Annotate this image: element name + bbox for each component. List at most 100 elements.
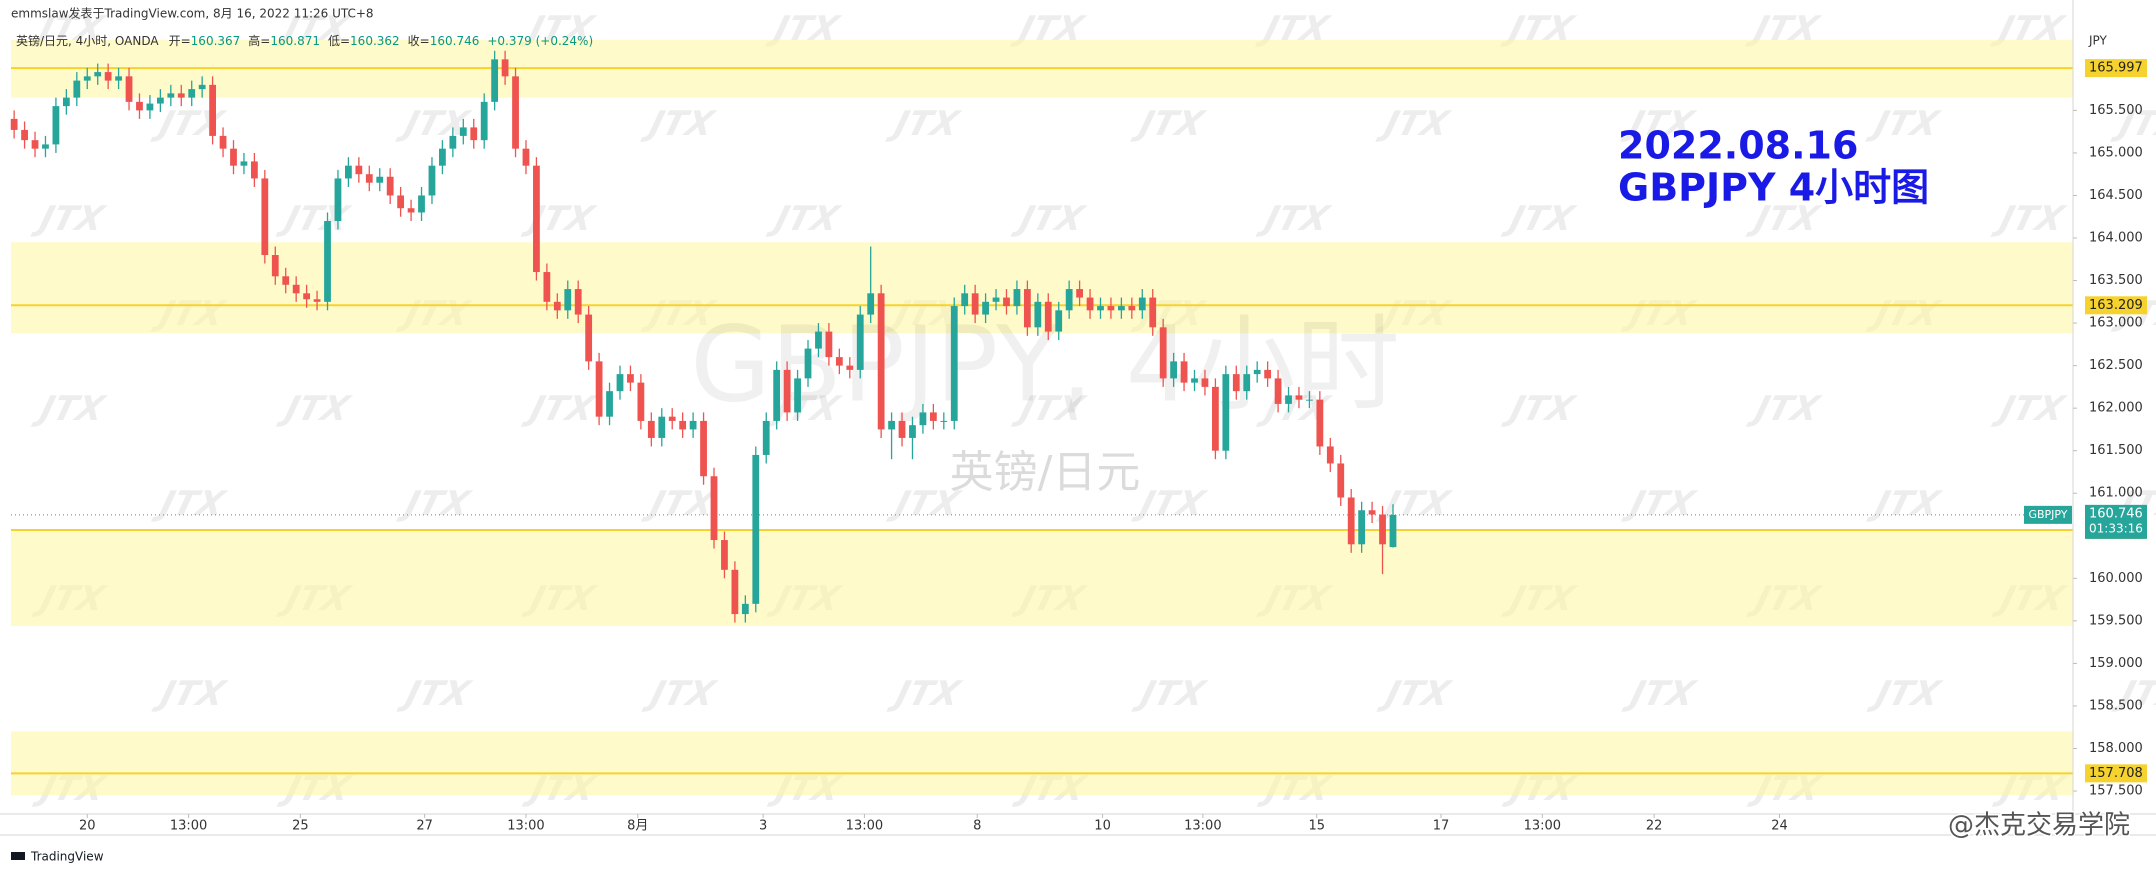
candle-body bbox=[125, 76, 133, 102]
candle-body bbox=[909, 425, 916, 438]
candle-body bbox=[804, 348, 812, 379]
candle-body bbox=[971, 293, 979, 315]
candle-body bbox=[1107, 306, 1115, 311]
countdown: 01:33:16 bbox=[2089, 521, 2143, 535]
logo-watermark: JTX bbox=[765, 199, 846, 238]
candle-body bbox=[397, 195, 405, 209]
candle-body bbox=[992, 297, 1000, 302]
candle-body bbox=[1253, 369, 1261, 375]
level-label: 165.997 bbox=[2089, 61, 2143, 76]
x-tick-label: 27 bbox=[416, 819, 433, 834]
candle-body bbox=[31, 140, 39, 149]
candle-body bbox=[94, 72, 102, 77]
candle-body bbox=[522, 148, 530, 166]
candle-body bbox=[271, 255, 279, 277]
candle-body bbox=[835, 357, 843, 366]
symbol-watermark-sub: 英镑/日元 bbox=[950, 447, 1141, 498]
candle-body bbox=[177, 93, 185, 98]
candle-body bbox=[1295, 395, 1303, 400]
header-published: emmslaw发表于TradingView.com, 8月 16, 2022 1… bbox=[11, 6, 374, 21]
level-label-box bbox=[2085, 296, 2147, 315]
candle-body bbox=[261, 178, 269, 256]
logo-watermark: JTX bbox=[1866, 674, 1947, 713]
logo-watermark: JTX bbox=[641, 674, 722, 713]
candle-body bbox=[741, 603, 749, 615]
candle-body bbox=[1243, 374, 1251, 392]
y-tick-label: 158.500 bbox=[2089, 698, 2143, 713]
candle-body bbox=[888, 420, 895, 430]
candle-body bbox=[42, 144, 49, 149]
candle-body bbox=[1347, 497, 1355, 545]
candle-body bbox=[52, 106, 60, 145]
zone bbox=[11, 528, 2073, 626]
candle-body bbox=[282, 276, 290, 285]
legend-close-label: 收= bbox=[408, 34, 430, 48]
candle-body bbox=[1285, 395, 1292, 404]
zone bbox=[11, 242, 2073, 334]
candle-body bbox=[1212, 386, 1219, 451]
candle-body bbox=[146, 103, 154, 111]
candle-body bbox=[1117, 306, 1125, 311]
y-tick-label: 159.000 bbox=[2089, 656, 2143, 671]
x-tick-label: 8月 bbox=[627, 819, 648, 834]
logo-watermark: JTX bbox=[1131, 674, 1212, 713]
candle-body bbox=[491, 59, 499, 102]
logo-watermark: JTX bbox=[1865, 484, 1946, 523]
candle-body bbox=[345, 165, 352, 179]
logo-watermark: JTX bbox=[30, 389, 111, 428]
y-tick-label: 163.500 bbox=[2089, 273, 2143, 288]
candle-body bbox=[1306, 399, 1313, 401]
logo-watermark: JTX bbox=[275, 199, 356, 238]
candle-body bbox=[1097, 306, 1104, 311]
candles bbox=[10, 50, 1397, 623]
candle-body bbox=[198, 84, 206, 90]
logo-watermark: JTX bbox=[1990, 199, 2071, 238]
candle-body bbox=[1191, 378, 1198, 383]
candle-body bbox=[553, 301, 561, 311]
y-tick-label: 158.000 bbox=[2089, 741, 2143, 756]
candle-body bbox=[449, 135, 457, 149]
candle-body bbox=[188, 89, 196, 98]
y-tick-label: 164.500 bbox=[2089, 188, 2143, 203]
candle-body bbox=[616, 374, 624, 392]
candle-body bbox=[83, 76, 91, 81]
x-tick-label: 22 bbox=[1646, 819, 1663, 834]
candle-body bbox=[480, 101, 488, 141]
logo-watermark: JTX bbox=[886, 674, 967, 713]
logo-watermark: JTX bbox=[1374, 104, 1455, 143]
candle-body bbox=[418, 195, 425, 213]
candle-body bbox=[919, 412, 927, 426]
candle-body bbox=[1222, 374, 1230, 451]
y-tick-label: 161.000 bbox=[2089, 486, 2143, 501]
candle-body bbox=[303, 293, 311, 300]
candle-body bbox=[564, 289, 572, 311]
level-label-box bbox=[2085, 59, 2147, 78]
candle-body bbox=[1138, 297, 1146, 311]
candle-body bbox=[1086, 297, 1094, 311]
candle-body bbox=[1076, 289, 1083, 298]
legend: 英镑/日元, 4小时, OANDA 开=160.367 高=160.871 低=160… bbox=[16, 33, 593, 48]
candle-body bbox=[856, 314, 864, 370]
logo-watermark: JTX bbox=[1500, 389, 1581, 428]
axes: 157.500 158.000 158.500 159.000 159.500 160.0… bbox=[11, 59, 2147, 834]
legend-symbol: 英镑/日元, 4小时, OANDA bbox=[16, 33, 159, 48]
tradingview-logo: TradingView bbox=[11, 850, 104, 864]
candle-body bbox=[1264, 369, 1272, 379]
legend-change: +0.379 (+0.24%) bbox=[487, 34, 593, 48]
logo-watermark: JTX bbox=[1745, 389, 1826, 428]
candle-body bbox=[929, 412, 937, 421]
candle-body bbox=[1013, 289, 1021, 307]
candle-body bbox=[334, 178, 342, 221]
y-tick-label: 162.500 bbox=[2089, 358, 2143, 373]
candle-body bbox=[731, 569, 739, 615]
y-tick-label: 162.000 bbox=[2089, 401, 2143, 416]
logo-watermark: JTX bbox=[639, 104, 720, 143]
logo-watermark: JTX bbox=[1375, 484, 1456, 523]
candle-body bbox=[324, 220, 331, 302]
legend-low-label: 低= bbox=[328, 34, 350, 48]
candle-body bbox=[512, 76, 519, 149]
candle-body bbox=[867, 293, 875, 315]
logo-watermark: JTX bbox=[1130, 484, 1211, 523]
candle-body bbox=[1128, 306, 1136, 311]
